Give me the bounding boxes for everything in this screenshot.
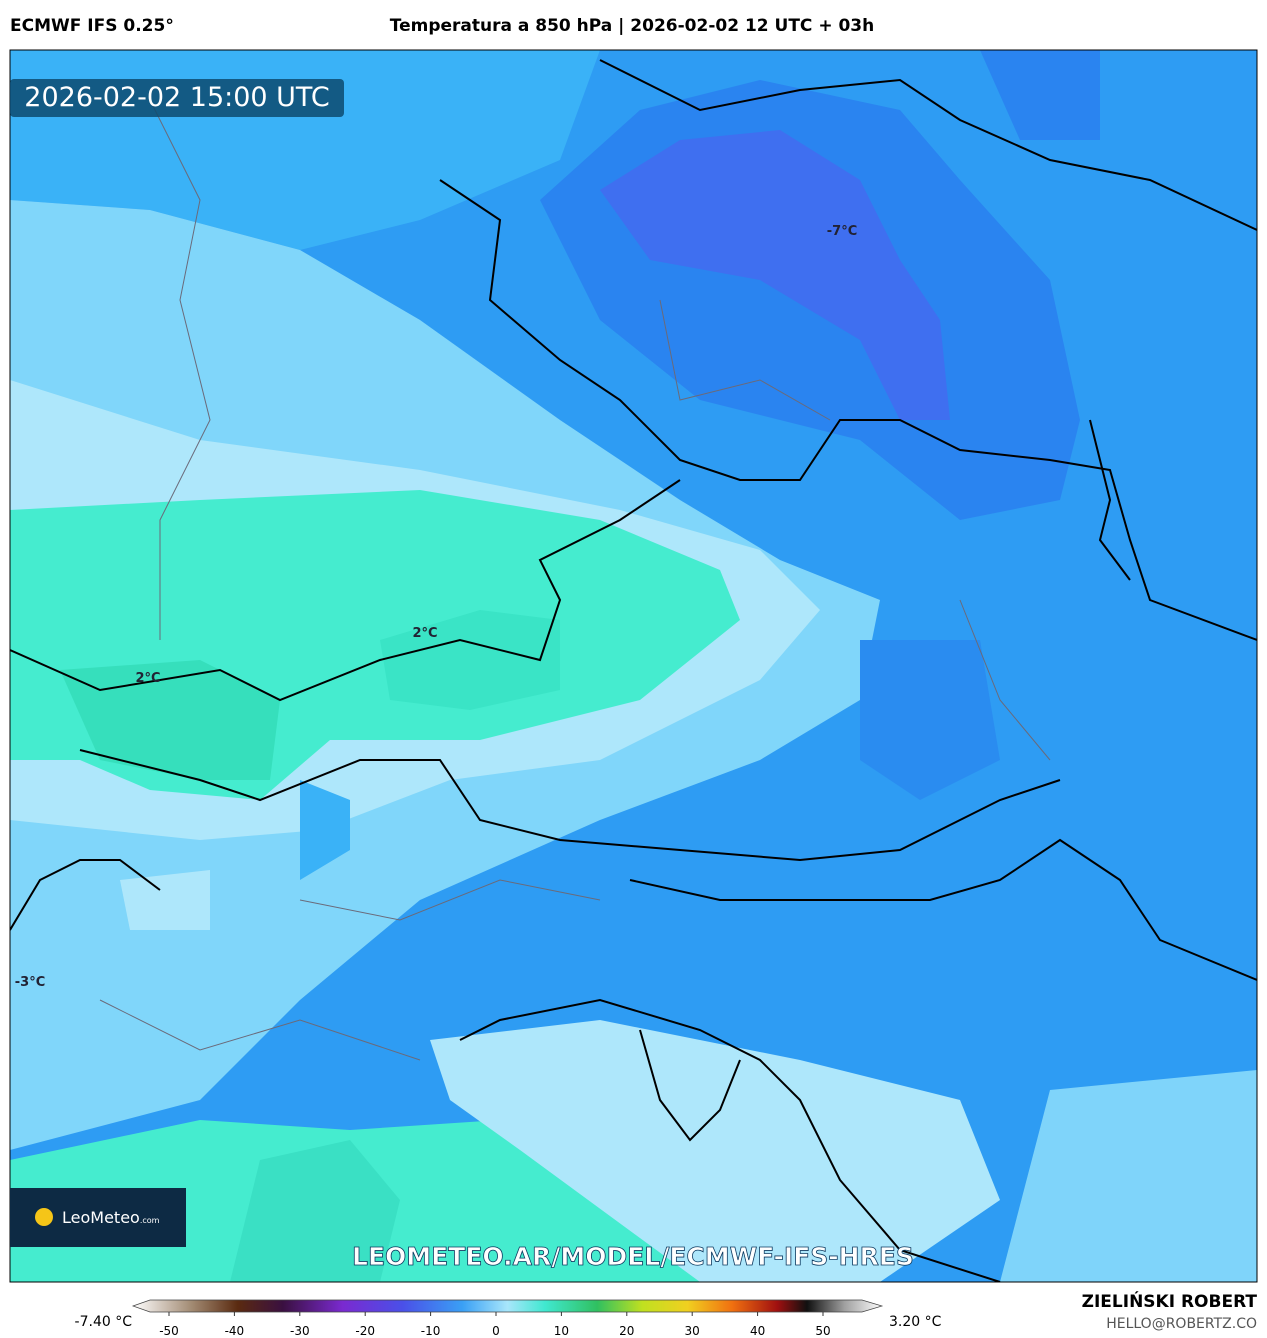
colorbar-tick-label: 0 — [492, 1324, 500, 1338]
map-title: Temperatura a 850 hPa | 2026-02-02 12 UT… — [390, 16, 875, 36]
region-borders — [99, 99, 1051, 1061]
temperature-field — [10, 50, 1257, 1282]
timestamp: 2026-02-02 15:00 UTC — [24, 82, 329, 113]
colorbar-tick-label: 30 — [685, 1324, 700, 1338]
colorbar-tick-label: 50 — [815, 1324, 830, 1338]
logo-sun — [35, 1208, 53, 1226]
contour-label: 2°C — [412, 626, 437, 641]
colorbar-tick-label: -20 — [355, 1324, 375, 1338]
contact: HELLO@ROBERTZ.CO — [1106, 1316, 1257, 1332]
colorbar-tick-label: -10 — [421, 1324, 441, 1338]
country-borders — [10, 59, 1257, 1282]
watermark: LEOMETEO.AR/MODEL/ECMWF-IFS-HRES — [352, 1242, 914, 1271]
contour-label: -7°C — [827, 224, 857, 239]
colorbar-max: 3.20 °C — [889, 1314, 942, 1330]
colorbar-tick-label: -30 — [290, 1324, 310, 1338]
contour-label: -3°C — [15, 975, 45, 990]
colorbar-tick-label: -40 — [225, 1324, 245, 1338]
colorbar-min: -7.40 °C — [75, 1314, 133, 1330]
logo-text: LeoMeteo.com — [62, 1208, 160, 1227]
colorbar-tick-label: -50 — [159, 1324, 179, 1338]
contour-label: 2°C — [135, 671, 160, 686]
logo-suffix: .com — [140, 1216, 160, 1225]
logo-name: LeoMeteo — [62, 1208, 140, 1227]
colorbar-tick-label: 10 — [554, 1324, 569, 1338]
colorbar — [131, 1299, 884, 1313]
model-name: ECMWF IFS 0.25° — [10, 16, 174, 36]
colorbar-tick-label: 20 — [619, 1324, 634, 1338]
timestamp-box — [10, 79, 344, 117]
author: ZIELIŃSKI ROBERT — [1082, 1290, 1258, 1312]
colorbar-tick-label: 40 — [750, 1324, 765, 1338]
